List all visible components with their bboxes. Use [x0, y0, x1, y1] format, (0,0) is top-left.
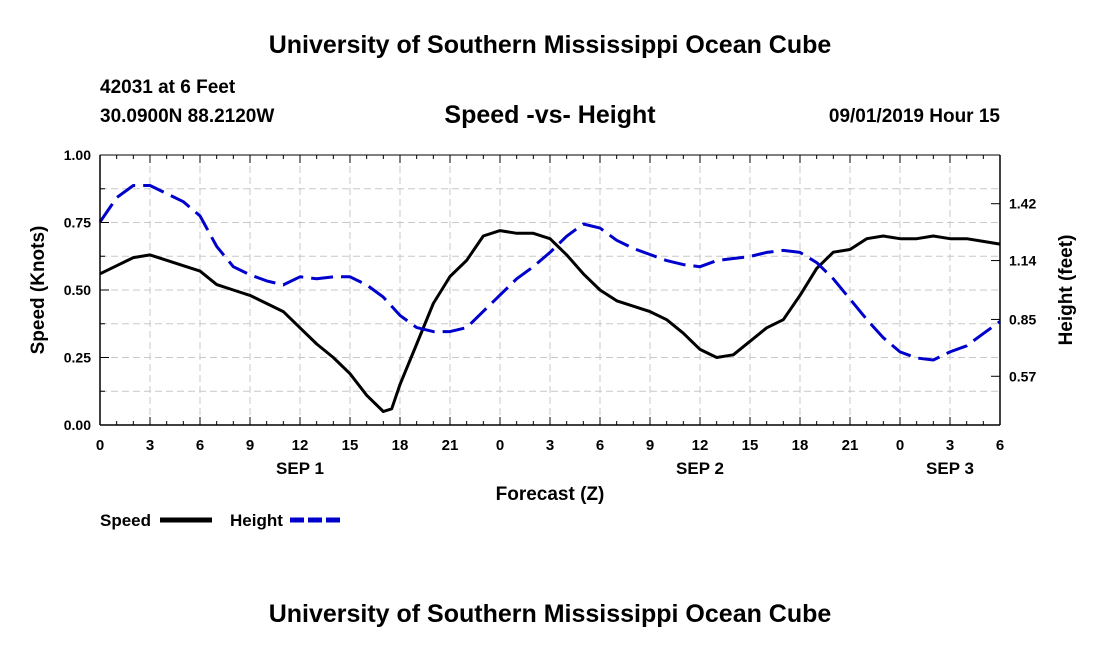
series-line-speed — [99, 229, 1001, 413]
x-tick-label: 18 — [392, 437, 409, 454]
y2-axis-label: Height (feet) — [1056, 235, 1077, 346]
chart-title: Speed -vs- Height — [444, 101, 656, 129]
y-tick-label: 0.00 — [64, 417, 91, 433]
day-label: SEP 1 — [276, 459, 324, 478]
y-axis-label: Speed (Knots) — [28, 226, 49, 355]
x-tick-label: 12 — [692, 437, 709, 454]
x-tick-label: 9 — [646, 437, 654, 454]
legend-label-speed: Speed — [100, 511, 151, 530]
station-label: 42031 at 6 Feet — [100, 77, 236, 98]
x-tick-label: 21 — [842, 437, 859, 454]
x-tick-label: 0 — [96, 437, 104, 454]
chart-header-title: University of Southern Mississippi Ocean… — [268, 31, 832, 59]
x-tick-label: 15 — [342, 437, 359, 454]
x-tick-label: 12 — [292, 437, 309, 454]
y-tick-label: 1.00 — [64, 147, 91, 163]
x-tick-label: 9 — [246, 437, 254, 454]
legend-label-height: Height — [230, 511, 283, 530]
y2-tick-label: 0.57 — [1009, 368, 1036, 384]
day-label: SEP 2 — [676, 459, 724, 478]
x-tick-label: 21 — [442, 437, 459, 454]
y2-tick-label: 0.85 — [1009, 311, 1036, 327]
series-line-height — [98, 184, 1001, 362]
y-tick-label: 0.50 — [64, 282, 91, 298]
x-tick-label: 6 — [196, 437, 204, 454]
x-tick-label: 0 — [896, 437, 904, 454]
x-tick-label: 6 — [596, 437, 604, 454]
y2-tick-label: 1.42 — [1009, 196, 1036, 212]
x-tick-label: 3 — [546, 437, 554, 454]
x-tick-label: 6 — [996, 437, 1004, 454]
x-tick-label: 3 — [946, 437, 954, 454]
location-label: 30.0900N 88.2120W — [100, 106, 275, 127]
chart-footer-title: University of Southern Mississippi Ocean… — [268, 600, 832, 628]
x-tick-label: 3 — [146, 437, 154, 454]
day-label: SEP 3 — [926, 459, 974, 478]
x-tick-label: 15 — [742, 437, 759, 454]
y2-tick-label: 1.14 — [1009, 253, 1036, 269]
y-tick-label: 0.25 — [64, 350, 91, 366]
x-axis-label: Forecast (Z) — [496, 484, 605, 505]
y-tick-label: 0.75 — [64, 215, 91, 231]
x-tick-label: 18 — [792, 437, 809, 454]
x-tick-label: 0 — [496, 437, 504, 454]
timestamp-label: 09/01/2019 Hour 15 — [828, 106, 1000, 127]
